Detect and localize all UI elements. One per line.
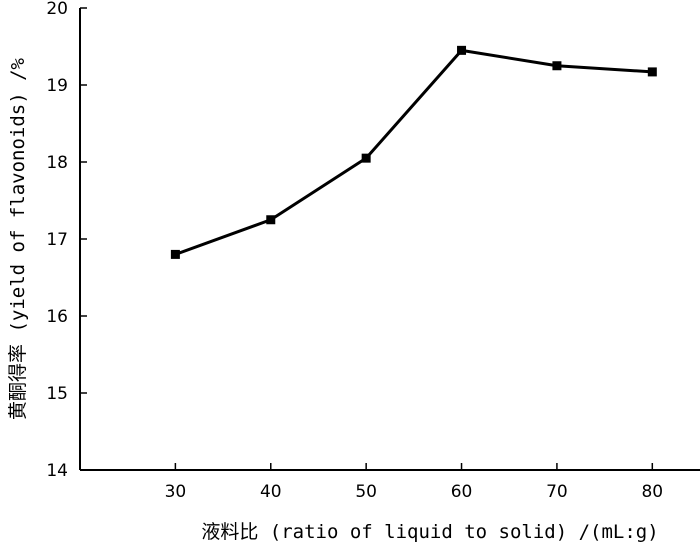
x-tick-label: 40 [260, 482, 282, 502]
data-point [361, 153, 371, 163]
axes [79, 8, 700, 471]
y-tick-label: 17 [46, 230, 68, 250]
y-tick-label: 18 [46, 153, 68, 173]
y-tick-label: 16 [46, 307, 68, 327]
x-tick-label: 30 [165, 482, 187, 502]
y-tick-label: 15 [46, 384, 68, 404]
data-point [266, 215, 276, 225]
x-tick-label: 50 [355, 482, 377, 502]
y-tick-label: 14 [46, 461, 68, 481]
ticks: 14 15 16 17 18 19 20 30 40 50 60 70 80 [46, 0, 663, 502]
series-line [174, 48, 653, 256]
y-tick-label: 20 [46, 0, 68, 19]
x-axis-title: 液料比 (ratio of liquid to solid) /(mL:g) [201, 521, 658, 543]
data-series [170, 45, 657, 259]
x-tick-label: 60 [451, 482, 473, 502]
data-point [457, 45, 467, 55]
data-point [552, 61, 562, 71]
x-tick-label: 70 [546, 482, 568, 502]
x-tick-label: 80 [641, 482, 663, 502]
data-point [647, 67, 657, 77]
data-point [170, 249, 180, 259]
y-axis-title: 黄酮得率 (yield of flavonoids) /% [7, 57, 29, 420]
y-tick-label: 19 [46, 76, 68, 96]
